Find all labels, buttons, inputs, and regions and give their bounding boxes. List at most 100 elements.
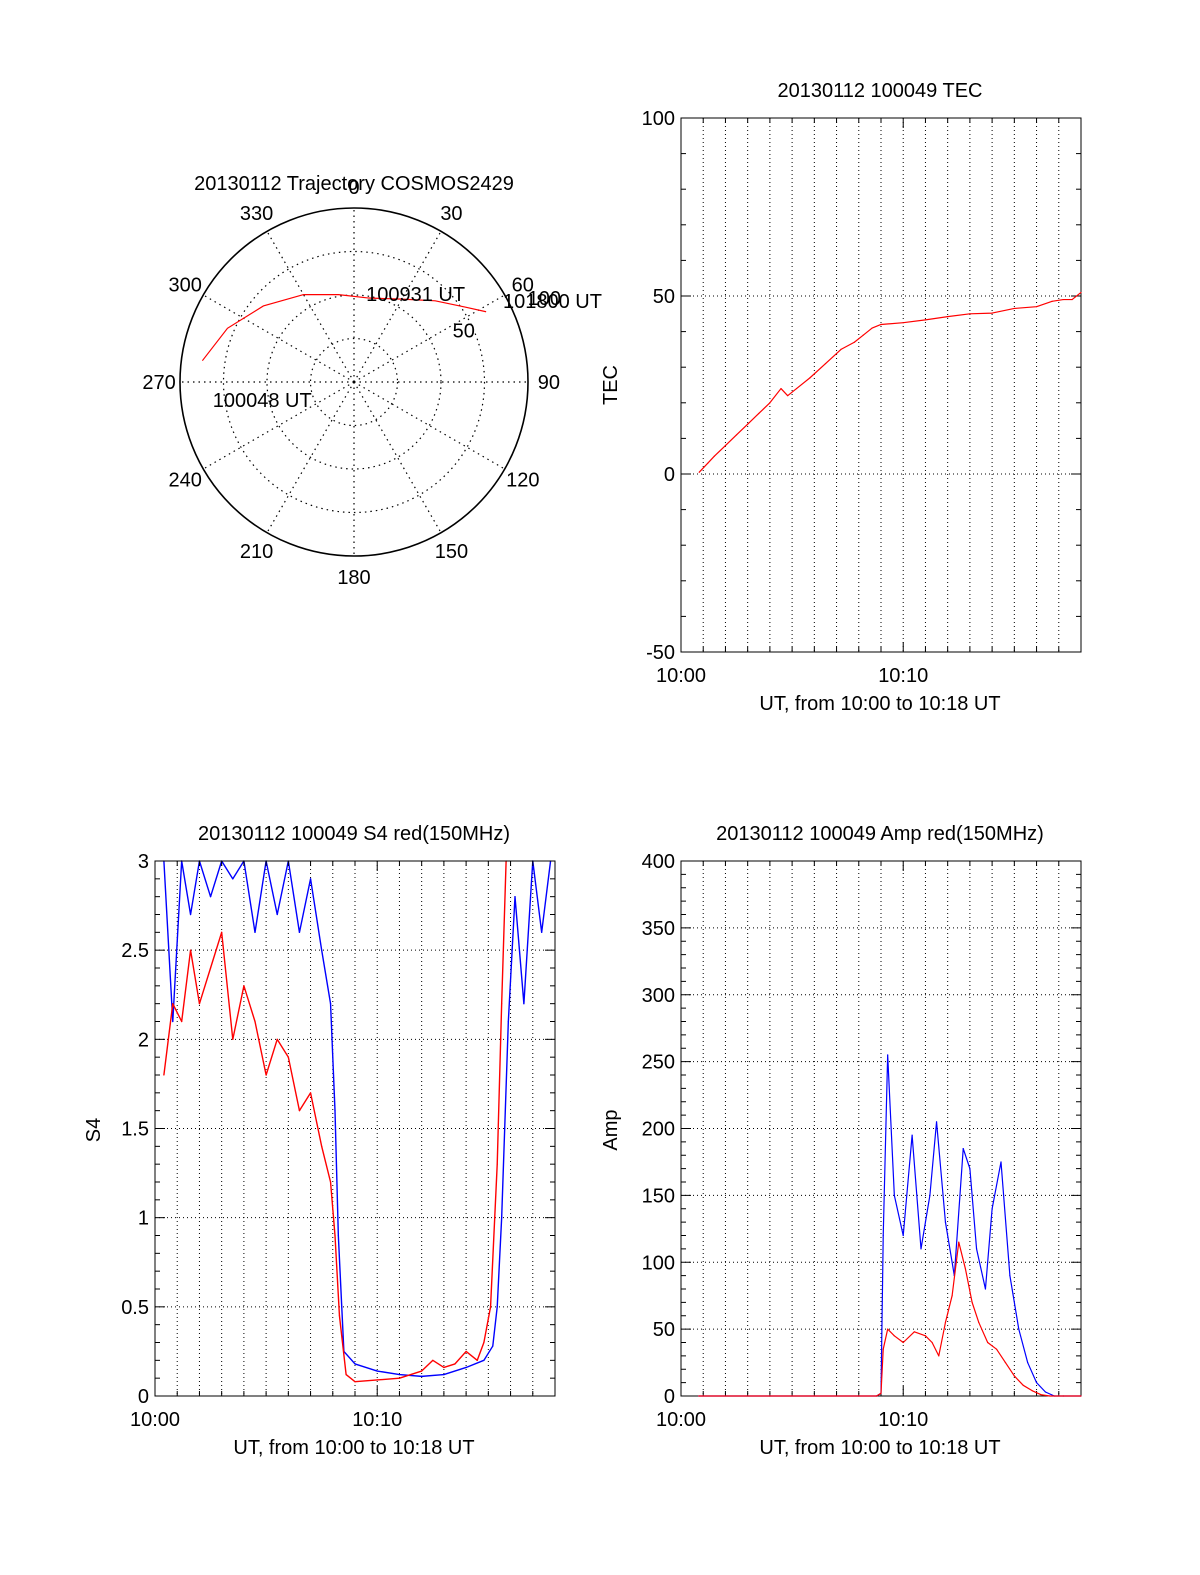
tec-red-data-point bbox=[1035, 306, 1038, 308]
tec-red-data-point bbox=[780, 387, 782, 390]
y-tick-label: 0 bbox=[664, 1386, 675, 1408]
tec-red-data-point bbox=[787, 395, 789, 397]
amp-blue-data-point bbox=[1018, 1328, 1020, 1330]
polar-azimuth-label: 120 bbox=[506, 469, 539, 491]
polar-radial-labels: 50 100 bbox=[453, 288, 561, 343]
amp-red-data-point bbox=[1080, 1395, 1082, 1397]
y-tick-label: 1.5 bbox=[121, 1119, 149, 1141]
s4-red-data-point bbox=[254, 1020, 256, 1023]
tec-xlabel: UT, from 10:00 to 10:18 UT bbox=[759, 693, 1000, 715]
y-tick-label: 2 bbox=[138, 1029, 149, 1051]
polar-azimuth-label: 210 bbox=[240, 541, 273, 563]
amp-blue-data-point bbox=[893, 1194, 895, 1196]
s4-red-data-point bbox=[321, 1145, 323, 1147]
polar-time-annotation: 101800 UT bbox=[503, 291, 602, 313]
s4-red-data-point bbox=[398, 1377, 401, 1379]
y-tick-label: 0 bbox=[664, 464, 675, 486]
amp-ylabel: Amp bbox=[600, 1109, 622, 1150]
y-tick-label: 2.5 bbox=[121, 940, 149, 962]
s4-blue-data-point bbox=[501, 1217, 503, 1219]
s4-blue-data-point bbox=[376, 1370, 378, 1372]
amp-blue-data-point bbox=[944, 1221, 947, 1223]
amp-blue-data-point bbox=[969, 1168, 971, 1170]
polar-azimuth-label: 270 bbox=[142, 372, 175, 394]
s4-blue-data-point bbox=[523, 1003, 525, 1005]
polar-panel: 20130112 Trajectory COSMOS2429 0 30 60 90 12… bbox=[142, 173, 602, 589]
s4-red-data-point bbox=[276, 1038, 278, 1040]
s4-blue-data-point bbox=[329, 1003, 332, 1005]
tec-red-data-point bbox=[862, 334, 864, 336]
s4-red-data-point bbox=[432, 1359, 434, 1361]
x-tick-label: 10:10 bbox=[878, 1409, 928, 1431]
s4-red-data-point bbox=[443, 1366, 445, 1369]
s4-red-data-point bbox=[243, 985, 245, 987]
s4-red-data-point bbox=[334, 1234, 336, 1237]
tec-red-data-point bbox=[1071, 298, 1073, 301]
s4-red-data-point bbox=[189, 949, 192, 951]
tec-red-data-point bbox=[1013, 307, 1015, 310]
y-tick-label: -50 bbox=[646, 642, 675, 664]
s4-red-series-line bbox=[163, 860, 507, 1383]
amp-red-data-point bbox=[698, 1395, 700, 1397]
tec-red-data-point bbox=[795, 387, 798, 390]
tec-red-data-point bbox=[924, 319, 927, 321]
x-tick-label: 10:00 bbox=[656, 665, 706, 687]
amp-red-data-point bbox=[931, 1341, 933, 1344]
tec-red-data-point bbox=[824, 363, 827, 365]
s4-blue-data-point bbox=[492, 1345, 494, 1347]
tec-red-data-point bbox=[991, 312, 993, 314]
s4-red-data-point bbox=[454, 1363, 456, 1365]
s4-red-data-point bbox=[476, 1359, 478, 1361]
s4-ylabel: S4 bbox=[83, 1118, 105, 1142]
s4-blue-data-point bbox=[232, 878, 234, 880]
amp-blue-data-point bbox=[962, 1147, 964, 1150]
polar-spoke-120 bbox=[353, 381, 505, 470]
amp-grid bbox=[681, 861, 1081, 1396]
amp-red-data-point bbox=[1031, 1390, 1033, 1392]
tec-ylabel: TEC bbox=[600, 365, 622, 405]
amp-red-data-point bbox=[882, 1348, 884, 1350]
y-tick-label: 0.5 bbox=[121, 1297, 149, 1319]
amp-red-data-point bbox=[924, 1335, 927, 1337]
s4-blue-data-point bbox=[276, 913, 278, 916]
s4-red-data-point bbox=[489, 1306, 492, 1308]
amp-blue-data-point bbox=[887, 1054, 889, 1056]
s4-red-data-point bbox=[172, 1003, 174, 1005]
s4-red-data-point bbox=[221, 931, 223, 933]
polar-time-annotation: 100048 UT bbox=[213, 390, 312, 412]
s4-blue-data-point bbox=[483, 1359, 485, 1361]
s4-blue-series-line bbox=[163, 860, 552, 1378]
polar-annotations: 101800 UT 100931 UT 100048 UT bbox=[213, 284, 602, 412]
tec-red-data-point bbox=[1051, 300, 1053, 302]
y-tick-label: 150 bbox=[642, 1185, 675, 1207]
polar-azimuth-labels: 0 30 60 90 120 150 180 210 240 270 300 330 bbox=[142, 177, 560, 589]
tec-panel: 20130112 100049 TEC 10:00 10:10-50050100 … bbox=[600, 80, 1082, 715]
y-tick-label: 250 bbox=[642, 1052, 675, 1074]
s4-blue-data-point bbox=[465, 1366, 467, 1369]
amp-red-data-point bbox=[1004, 1361, 1007, 1364]
amp-red-data-point bbox=[938, 1355, 940, 1357]
amp-ticks: 10:00 10:10 0 50 100 150 200 250 300 350 400 bbox=[642, 851, 1082, 1431]
s4-blue-data-point bbox=[507, 1020, 509, 1023]
s4-blue-data-point bbox=[309, 878, 312, 880]
s4-red-data-point bbox=[421, 1370, 423, 1372]
amp-blue-data-point bbox=[1035, 1382, 1038, 1384]
s4-blue-data-point bbox=[172, 1020, 174, 1023]
tec-red-data-point bbox=[809, 377, 811, 379]
s4-red-data-point bbox=[232, 1038, 234, 1040]
s4-red-data-point bbox=[338, 1315, 341, 1317]
amp-blue-data-point bbox=[1044, 1391, 1047, 1393]
s4-red-data-point bbox=[496, 1163, 498, 1165]
polar-ring-1 bbox=[266, 294, 442, 470]
amp-red-data-point bbox=[978, 1321, 980, 1324]
polar-title: 20130112 Trajectory COSMOS2429 bbox=[194, 173, 514, 195]
s4-blue-data-point bbox=[421, 1375, 423, 1377]
s4-red-data-point bbox=[376, 1379, 378, 1381]
polar-spoke-150 bbox=[353, 381, 442, 533]
s4-red-data-point bbox=[287, 1056, 289, 1058]
tec-red-data-point bbox=[724, 444, 727, 447]
s4-blue-data-point bbox=[189, 913, 192, 916]
polar-spoke-60 bbox=[353, 294, 505, 383]
amp-red-data-point bbox=[951, 1295, 953, 1297]
s4-red-data-point bbox=[501, 1003, 503, 1005]
